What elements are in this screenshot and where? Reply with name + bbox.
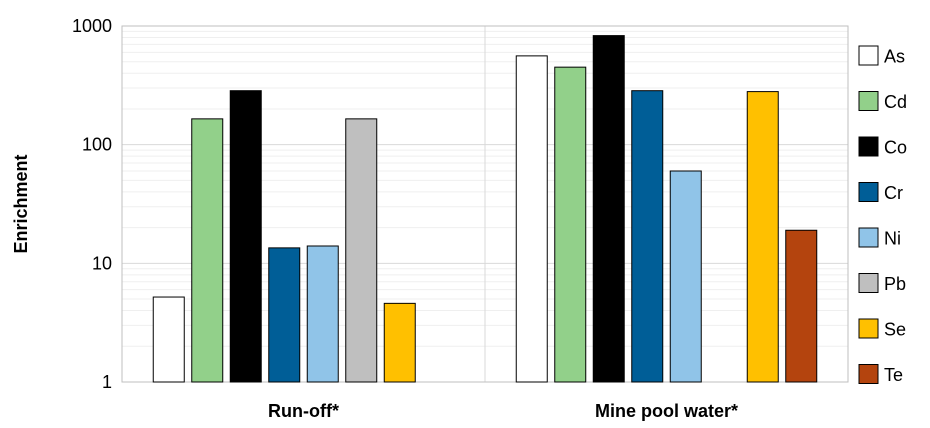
bar-as-mine-pool-water (515, 55, 548, 383)
y-axis-ticks: 1 10 100 1000 (72, 16, 112, 392)
legend-swatch-cr (858, 182, 879, 202)
legend-swatch-se (858, 318, 879, 339)
y-axis-label: Enrichment (11, 154, 31, 253)
y-tick-label: 1000 (72, 16, 112, 36)
legend-swatch-cd (858, 91, 879, 111)
y-tick-label: 1 (102, 372, 112, 392)
x-axis-categories: Run-off* Mine pool water* (268, 401, 738, 421)
bar-co-mine-pool-water (592, 35, 625, 383)
bar-pb-run-off (345, 118, 378, 383)
legend-swatch-as (858, 45, 879, 66)
legend-label-ni: Ni (884, 229, 901, 249)
bar-te-mine-pool-water (785, 229, 818, 383)
bars (152, 35, 818, 383)
bar-cr-run-off (268, 247, 301, 383)
x-category-label: Mine pool water* (595, 401, 738, 421)
bar-se-run-off (383, 302, 416, 383)
legend-swatch-co (858, 136, 879, 157)
bar-as-run-off (152, 296, 185, 383)
legend-label-cr: Cr (884, 183, 903, 203)
legend-label-pb: Pb (884, 274, 906, 294)
bar-cd-mine-pool-water (554, 66, 587, 383)
y-tick-label: 100 (82, 135, 112, 155)
x-category-label: Run-off* (268, 401, 339, 421)
bar-se-mine-pool-water (746, 91, 779, 383)
bar-co-run-off (229, 90, 262, 383)
bar-cr-mine-pool-water (631, 90, 664, 383)
legend-label-as: As (884, 47, 905, 67)
legend-swatch-pb (858, 273, 879, 293)
bar-ni-mine-pool-water (669, 170, 702, 383)
bar-ni-run-off (306, 245, 339, 383)
bar-cd-run-off (191, 118, 224, 383)
legend-label-co: Co (884, 138, 907, 158)
legend: As Cd Co Cr Ni Pb Se Te (858, 45, 907, 385)
legend-label-cd: Cd (884, 92, 907, 112)
legend-swatch-ni (858, 227, 879, 248)
y-tick-label: 10 (92, 253, 112, 273)
legend-swatch-te (858, 364, 879, 384)
legend-label-te: Te (884, 365, 903, 385)
plot-frame (121, 25, 849, 383)
legend-label-se: Se (884, 320, 906, 340)
